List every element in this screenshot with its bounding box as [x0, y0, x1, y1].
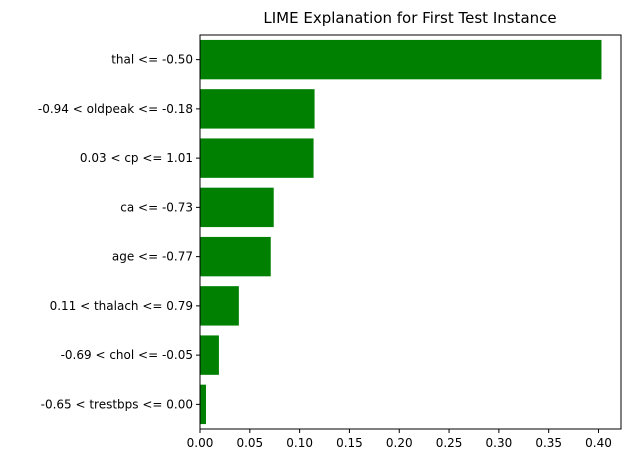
bar-8 — [200, 384, 206, 425]
chart-title: LIME Explanation for First Test Instance — [263, 9, 556, 27]
x-tick-label: 0.25 — [436, 436, 463, 450]
x-tick-label: 0.00 — [187, 436, 214, 450]
x-tick-label: 0.20 — [386, 436, 413, 450]
bar-3 — [200, 138, 314, 178]
y-tick-label: 0.11 < thalach <= 0.79 — [50, 299, 193, 313]
x-tick-label: 0.05 — [236, 436, 263, 450]
y-tick-label: 0.03 < cp <= 1.01 — [80, 151, 193, 165]
x-tick-label: 0.30 — [486, 436, 513, 450]
x-tick-label: 0.10 — [286, 436, 313, 450]
bar-1 — [200, 39, 602, 80]
x-tick-label: 0.35 — [535, 436, 562, 450]
bar-4 — [200, 187, 274, 228]
bar-6 — [200, 286, 239, 326]
y-tick-label: -0.94 < oldpeak <= -0.18 — [38, 102, 193, 116]
y-tick-label: -0.65 < trestbps <= 0.00 — [41, 397, 193, 411]
plot-area: thal <= -0.50 -0.94 < oldpeak <= -0.18 0.0… — [38, 34, 622, 450]
y-tick-label: ca <= -0.73 — [120, 200, 193, 214]
x-tick-label: 0.40 — [585, 436, 612, 450]
y-tick-label: thal <= -0.50 — [111, 53, 193, 67]
bar-7 — [200, 335, 219, 375]
axes-frame — [199, 34, 622, 430]
y-tick-label: -0.69 < chol <= -0.05 — [61, 348, 193, 362]
x-tick-label: 0.15 — [336, 436, 363, 450]
bar-2 — [200, 89, 315, 129]
y-tick-label: age <= -0.77 — [112, 250, 193, 264]
bar-5 — [200, 236, 271, 277]
